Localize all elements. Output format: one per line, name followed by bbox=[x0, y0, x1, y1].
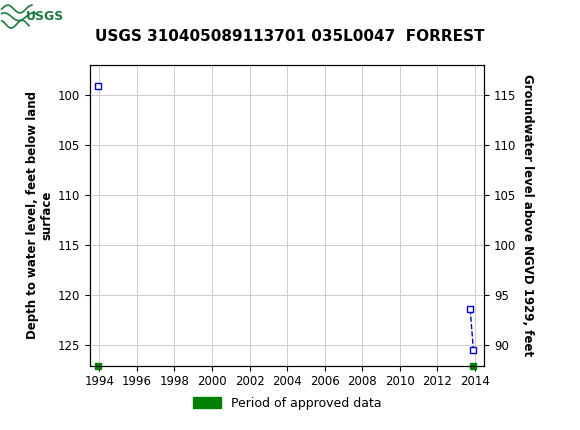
Text: USGS 310405089113701 035L0047  FORREST: USGS 310405089113701 035L0047 FORREST bbox=[95, 29, 485, 44]
Bar bbox=[1, 3, 65, 30]
Y-axis label: Depth to water level, feet below land
surface: Depth to water level, feet below land su… bbox=[26, 91, 53, 339]
Legend: Period of approved data: Period of approved data bbox=[188, 392, 386, 415]
Y-axis label: Groundwater level above NGVD 1929, feet: Groundwater level above NGVD 1929, feet bbox=[521, 74, 534, 356]
Text: USGS: USGS bbox=[26, 9, 64, 23]
